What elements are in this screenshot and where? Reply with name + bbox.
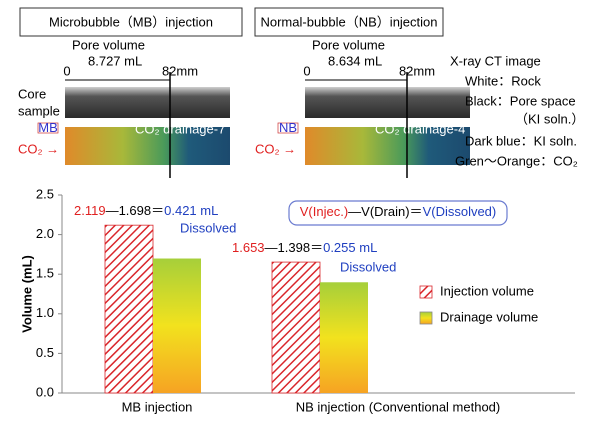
ct-note: Black：Pore space [465, 93, 576, 108]
equation: V(Injec.)—V(Drain)＝V(Dissolved) [300, 204, 497, 219]
annotation: 1.653—1.398＝0.255 mL [232, 240, 377, 255]
y-tick-label: 1.5 [36, 266, 54, 281]
annotation: 2.119—1.698＝0.421 mL [74, 203, 218, 218]
equation-part: —V(Drain)＝ [348, 204, 422, 219]
bar [105, 225, 153, 393]
ct-note: （KI soln.） [515, 111, 584, 126]
gas-label: CO₂ → [18, 141, 59, 156]
legend-swatch [420, 286, 432, 298]
equation-part: V(Dissolved) [423, 204, 497, 219]
x-tick-label: MB injection [122, 399, 193, 414]
tag: MB [38, 120, 58, 135]
scale-start: 0 [63, 63, 70, 78]
scale-start: 0 [303, 63, 310, 78]
panel-title: Normal-bubble（NB）injection [260, 14, 437, 29]
ct-image [305, 87, 470, 118]
core-label: sample [18, 103, 60, 118]
annotation-note: Dissolved [180, 220, 236, 235]
core-label: Core [18, 86, 46, 101]
bar [320, 282, 368, 393]
y-axis-label: Volume (mL) [19, 255, 34, 333]
y-tick-label: 1.0 [36, 305, 54, 320]
y-tick-label: 2.5 [36, 186, 54, 201]
drain-label: CO₂ drainage-7 [135, 121, 225, 136]
scale-end: 82mm [162, 63, 198, 78]
y-tick-label: 0.5 [36, 345, 54, 360]
legend-label: Injection volume [440, 283, 534, 298]
annotation-part: 0.421 mL [164, 203, 218, 218]
annotation-part: —1.698＝ [106, 203, 165, 218]
annotation-part: —1.398＝ [265, 240, 324, 255]
bar [272, 262, 320, 393]
legend-swatch [420, 312, 432, 324]
annotation-part: 1.653 [232, 240, 265, 255]
pore-label: Pore volume [72, 37, 145, 52]
ct-note: White：Rock [465, 73, 541, 88]
pore-value: 8.727 mL [88, 53, 142, 68]
ct-image [65, 87, 230, 118]
ct-note: X-ray CT image [450, 53, 541, 68]
equation-part: V(Injec.) [300, 204, 348, 219]
ct-note: Dark blue：KI soln. [465, 133, 577, 148]
x-tick-label: NB injection (Conventional method) [296, 399, 501, 414]
pore-value: 8.634 mL [328, 53, 382, 68]
tag: NB [279, 120, 297, 135]
y-tick-label: 0.0 [36, 384, 54, 399]
figure: Microbubble（MB）injectionPore volume8.727… [0, 0, 606, 417]
scale-end: 82mm [399, 63, 435, 78]
ct-note: Gren～Orange：CO₂ [455, 153, 578, 168]
gas-label: CO₂ → [255, 141, 296, 156]
y-tick-label: 2.0 [36, 226, 54, 241]
drain-label: CO₂ drainage-4 [375, 121, 465, 136]
annotation-note: Dissolved [340, 259, 396, 274]
legend-label: Drainage volume [440, 309, 538, 324]
bar [153, 259, 201, 393]
annotation-part: 0.255 mL [323, 240, 377, 255]
pore-label: Pore volume [312, 37, 385, 52]
annotation-part: 2.119 [74, 203, 106, 218]
panel-title: Microbubble（MB）injection [49, 14, 213, 29]
